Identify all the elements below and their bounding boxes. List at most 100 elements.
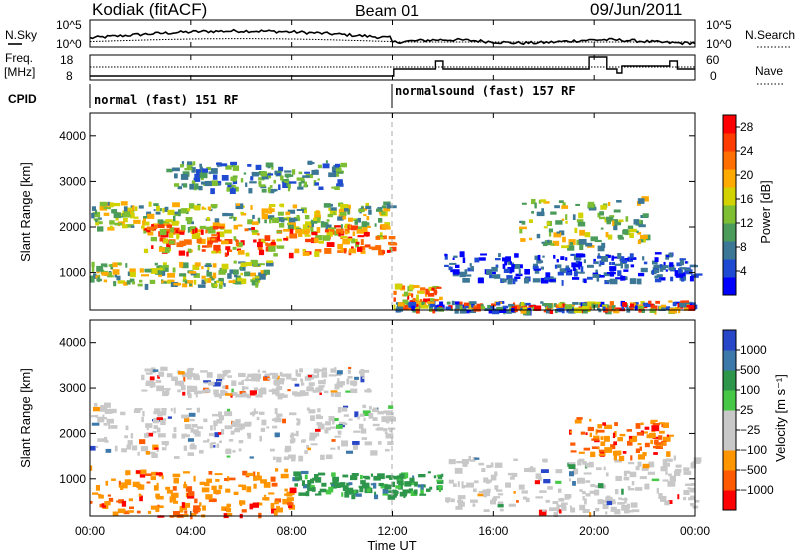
heatmap-cell [268, 492, 275, 495]
heatmap-cell [606, 219, 611, 225]
heatmap-cell [623, 229, 628, 235]
heatmap-cell [306, 407, 310, 411]
heatmap-cell [496, 306, 504, 311]
heatmap-cell [639, 476, 647, 480]
heatmap-cell [406, 303, 410, 307]
heatmap-cell [542, 458, 548, 463]
heatmap-cell [187, 385, 192, 390]
heatmap-cell [652, 260, 658, 265]
heatmap-cell [688, 305, 695, 311]
heatmap-cell [186, 368, 193, 375]
heatmap-cell [540, 266, 544, 270]
heatmap-cell [295, 369, 298, 375]
heatmap-cell [144, 283, 149, 290]
heatmap-cell [116, 275, 121, 281]
heatmap-cell [103, 423, 108, 426]
heatmap-cell [611, 255, 614, 261]
heatmap-cell [614, 509, 621, 515]
heatmap-cell [246, 486, 252, 493]
heatmap-cell [145, 423, 153, 428]
heatmap-cell [662, 436, 671, 442]
heatmap-cell [385, 433, 394, 439]
heatmap-cell [301, 439, 306, 442]
heatmap-cell [344, 223, 351, 229]
heatmap-cell [334, 225, 341, 228]
heatmap-cell [234, 216, 238, 221]
heatmap-cell [194, 183, 199, 190]
heatmap-cell [211, 485, 217, 490]
heatmap-cell [320, 454, 325, 460]
heatmap-cell [127, 440, 133, 445]
heatmap-cell [514, 276, 521, 279]
heatmap-cell [190, 272, 197, 276]
heatmap-cell [172, 433, 177, 439]
heatmap-cell [137, 451, 140, 456]
x-tick-label: 00:00 [680, 524, 710, 538]
heatmap-cell [275, 468, 279, 472]
heatmap-cell [573, 255, 582, 261]
heatmap-cell [371, 409, 379, 413]
heatmap-cell [92, 211, 101, 218]
heatmap-cell [653, 452, 658, 455]
colorbar-swatch [723, 133, 736, 152]
heatmap-cell [484, 307, 489, 311]
heatmap-cell [173, 511, 180, 516]
heatmap-cell [561, 205, 569, 209]
heatmap-cell [297, 418, 301, 425]
heatmap-cell [528, 219, 533, 223]
heatmap-cell [361, 437, 367, 440]
heatmap-cell [162, 262, 167, 265]
heatmap-cell [383, 207, 391, 212]
heatmap-cell [580, 266, 584, 272]
heatmap-cell [318, 380, 325, 385]
heatmap-cell [375, 235, 381, 240]
heatmap-cell [386, 226, 391, 230]
heatmap-cell [501, 278, 507, 283]
heatmap-cell [627, 440, 633, 446]
freq-panel: Freq. [MHz] 18 8 60 0 Nave [4, 51, 785, 85]
heatmap-cell [322, 163, 330, 169]
heatmap-cell [178, 250, 186, 256]
heatmap-cell [572, 302, 579, 305]
heatmap-cell [187, 452, 194, 456]
x-tick-label: 04:00 [176, 524, 206, 538]
heatmap-cell [617, 437, 623, 442]
heatmap-cell [415, 308, 420, 314]
heatmap-cell [201, 279, 206, 285]
heatmap-cell [302, 224, 310, 230]
x-axis-label: Time UT [367, 538, 416, 553]
heatmap-cell [230, 394, 233, 398]
heatmap-cell [655, 264, 664, 269]
heatmap-cell [159, 229, 167, 236]
heatmap-cell [368, 209, 372, 215]
heatmap-cell [694, 499, 700, 503]
heatmap-cell [218, 283, 223, 289]
heatmap-cell [550, 243, 555, 246]
heatmap-cell [266, 426, 270, 429]
heatmap-cell [336, 381, 344, 388]
heatmap-cell [105, 448, 112, 453]
heatmap-cell [161, 475, 164, 480]
heatmap-cell [225, 182, 232, 185]
heatmap-cell [363, 227, 368, 232]
heatmap-cell [614, 307, 621, 311]
heatmap-cell [315, 415, 323, 420]
heatmap-cell [359, 246, 366, 251]
heatmap-cell [194, 391, 197, 395]
heatmap-cell [457, 301, 463, 307]
heatmap-cell [585, 462, 590, 468]
heatmap-cell [95, 275, 100, 279]
heatmap-cell [191, 233, 198, 239]
heatmap-cell [429, 486, 433, 490]
heatmap-cell [362, 376, 365, 379]
heatmap-cell [228, 249, 233, 252]
heatmap-cell [402, 482, 405, 486]
freq-left-top-tick: 18 [60, 53, 74, 67]
heatmap-cell [605, 232, 609, 238]
heatmap-cell [123, 510, 130, 515]
heatmap-cell [257, 217, 261, 224]
heatmap-cell [305, 238, 314, 243]
heatmap-cell [255, 502, 263, 506]
heatmap-cell [174, 183, 180, 187]
heatmap-cell [161, 408, 167, 411]
